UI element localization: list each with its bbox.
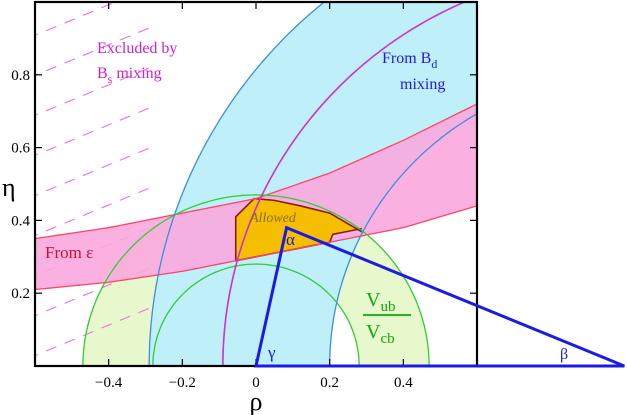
vub-label: Vub xyxy=(366,289,395,315)
vcb-label: Vcb xyxy=(366,321,395,347)
x-tick-label: −0.4 xyxy=(95,375,123,391)
hatch-line xyxy=(35,2,117,36)
bd-inner-boundary xyxy=(329,113,477,366)
epsilon-band xyxy=(35,103,477,290)
excluded-label-line2: Bs mixing xyxy=(97,65,162,86)
gamma-label: γ xyxy=(267,343,276,362)
x-tick-label: −0.2 xyxy=(169,375,196,391)
bd-central-curve xyxy=(222,2,467,366)
x-tick-label: 0.4 xyxy=(394,375,413,391)
beta-label: β xyxy=(560,346,568,363)
hatch-line xyxy=(35,266,154,317)
epsilon-upper-boundary xyxy=(35,103,477,240)
epsilon-label: From ε xyxy=(45,243,93,262)
hatch-line xyxy=(35,65,154,117)
y-tick-label: 0.2 xyxy=(11,286,30,302)
x-tick-label: 0.2 xyxy=(320,375,339,391)
x-axis-label: ρ xyxy=(250,387,263,415)
hatch-line xyxy=(35,146,154,197)
vub-inner-boundary xyxy=(152,263,360,366)
hatch-line xyxy=(35,106,154,157)
bd-label-line1: From Bd xyxy=(382,50,437,71)
hatch-line xyxy=(35,306,154,357)
epsilon-lower-boundary xyxy=(35,205,477,291)
hatch-line xyxy=(35,25,154,76)
alpha-label: α xyxy=(286,230,295,249)
y-axis-label: η xyxy=(2,173,16,202)
y-tick-label: 0.4 xyxy=(11,213,30,229)
x-tick-label: 0 xyxy=(252,375,260,391)
unitarity-triangle xyxy=(254,225,625,368)
excluded-label-line1: Excluded by xyxy=(97,40,177,57)
hatch-line xyxy=(35,186,154,237)
bd-label-line2: mixing xyxy=(400,76,445,93)
vub-outer-boundary xyxy=(82,194,430,366)
y-tick-label: 0.6 xyxy=(11,141,30,157)
allowed-label: Allowed xyxy=(249,211,297,226)
y-tick-label: 0.8 xyxy=(11,68,30,84)
bd-outer-boundary xyxy=(148,2,326,366)
